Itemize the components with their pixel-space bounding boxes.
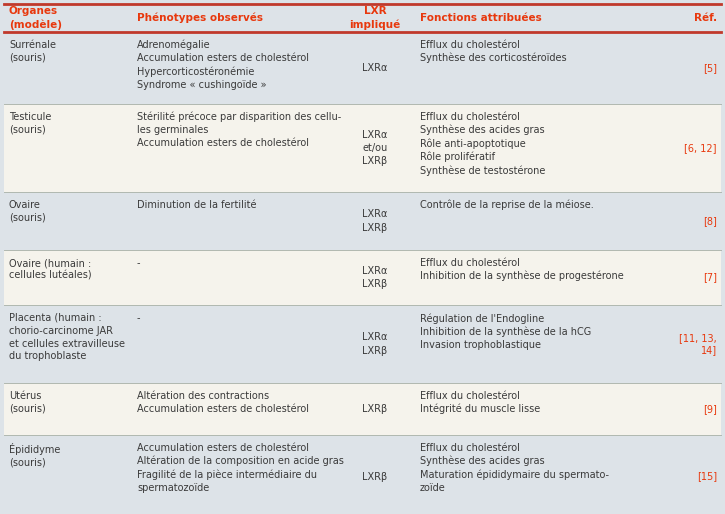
Bar [4, 383, 721, 435]
Bar [4, 435, 721, 514]
Text: Placenta (humain :
chorio-carcinome JAR
et cellules extravilleuse
du trophoblast: Placenta (humain : chorio-carcinome JAR … [9, 313, 125, 361]
Text: [8]: [8] [703, 216, 717, 226]
Text: Utérus
(souris): Utérus (souris) [9, 391, 46, 414]
Text: LXRα
LXRβ: LXRα LXRβ [362, 333, 388, 356]
Text: Adrenomégalie
Accumulation esters de cholestérol
Hypercorticostéronémie
Syndrome: Adrenomégalie Accumulation esters de cho… [137, 40, 309, 89]
Text: Ovaire (humain :
cellules lutéales): Ovaire (humain : cellules lutéales) [9, 258, 91, 281]
Text: [7]: [7] [703, 272, 717, 283]
Text: LXRβ: LXRβ [362, 471, 388, 482]
Bar [4, 32, 721, 104]
Text: LXRα
LXRβ: LXRα LXRβ [362, 209, 388, 233]
Text: Diminution de la fertilité: Diminution de la fertilité [137, 200, 257, 210]
Text: Stérilité précoce par disparition des cellu-
les germinales
Accumulation esters : Stérilité précoce par disparition des ce… [137, 112, 341, 148]
Text: Accumulation esters de cholestérol
Altération de la composition en acide gras
Fr: Accumulation esters de cholestérol Altér… [137, 443, 344, 493]
Text: Altération des contractions
Accumulation esters de cholestérol: Altération des contractions Accumulation… [137, 391, 309, 414]
Text: Réf.: Réf. [694, 13, 717, 23]
Bar [4, 104, 721, 192]
Text: Efflux du cholestérol
Synthèse des acides gras
Rôle anti-apoptotique
Rôle prolif: Efflux du cholestérol Synthèse des acide… [420, 112, 545, 176]
Text: Fonctions attribuées: Fonctions attribuées [420, 13, 542, 23]
Text: Ovaire
(souris): Ovaire (souris) [9, 200, 46, 223]
Text: LXRα
LXRβ: LXRα LXRβ [362, 266, 388, 289]
Text: [15]: [15] [697, 471, 717, 482]
Text: LXRα: LXRα [362, 63, 388, 73]
Text: [9]: [9] [703, 404, 717, 414]
Text: [5]: [5] [703, 63, 717, 73]
Bar [4, 4, 721, 32]
Text: Efflux du cholestérol
Synthèse des corticostéroïdes: Efflux du cholestérol Synthèse des corti… [420, 40, 567, 63]
Text: Organes
(modèle): Organes (modèle) [9, 7, 62, 29]
Bar [4, 250, 721, 305]
Text: [11, 13,
14]: [11, 13, 14] [679, 333, 717, 355]
Text: Phénotypes observés: Phénotypes observés [137, 13, 263, 23]
Text: Efflux du cholestérol
Inhibition de la synthèse de progestérone: Efflux du cholestérol Inhibition de la s… [420, 258, 624, 282]
Text: LXRβ: LXRβ [362, 404, 388, 414]
Text: Épididyme
(souris): Épididyme (souris) [9, 443, 60, 468]
Text: [6, 12]: [6, 12] [684, 143, 717, 153]
Bar [4, 305, 721, 383]
Text: -: - [137, 258, 141, 268]
Text: LXRα
et/ou
LXRβ: LXRα et/ou LXRβ [362, 130, 388, 166]
Text: Efflux du cholestérol
Synthèse des acides gras
Maturation épididymaire du sperma: Efflux du cholestérol Synthèse des acide… [420, 443, 609, 493]
Text: Testicule
(souris): Testicule (souris) [9, 112, 51, 135]
Text: Contrôle de la reprise de la méiose.: Contrôle de la reprise de la méiose. [420, 200, 594, 211]
Text: LXR
impliqué: LXR impliqué [349, 7, 401, 29]
Bar [4, 192, 721, 250]
Text: Efflux du cholestérol
Intégrité du muscle lisse: Efflux du cholestérol Intégrité du muscl… [420, 391, 540, 414]
Text: -: - [137, 313, 141, 323]
Text: Régulation de l'Endogline
Inhibition de la synthèse de la hCG
Invasion trophobla: Régulation de l'Endogline Inhibition de … [420, 313, 592, 350]
Text: Surrénale
(souris): Surrénale (souris) [9, 40, 56, 63]
